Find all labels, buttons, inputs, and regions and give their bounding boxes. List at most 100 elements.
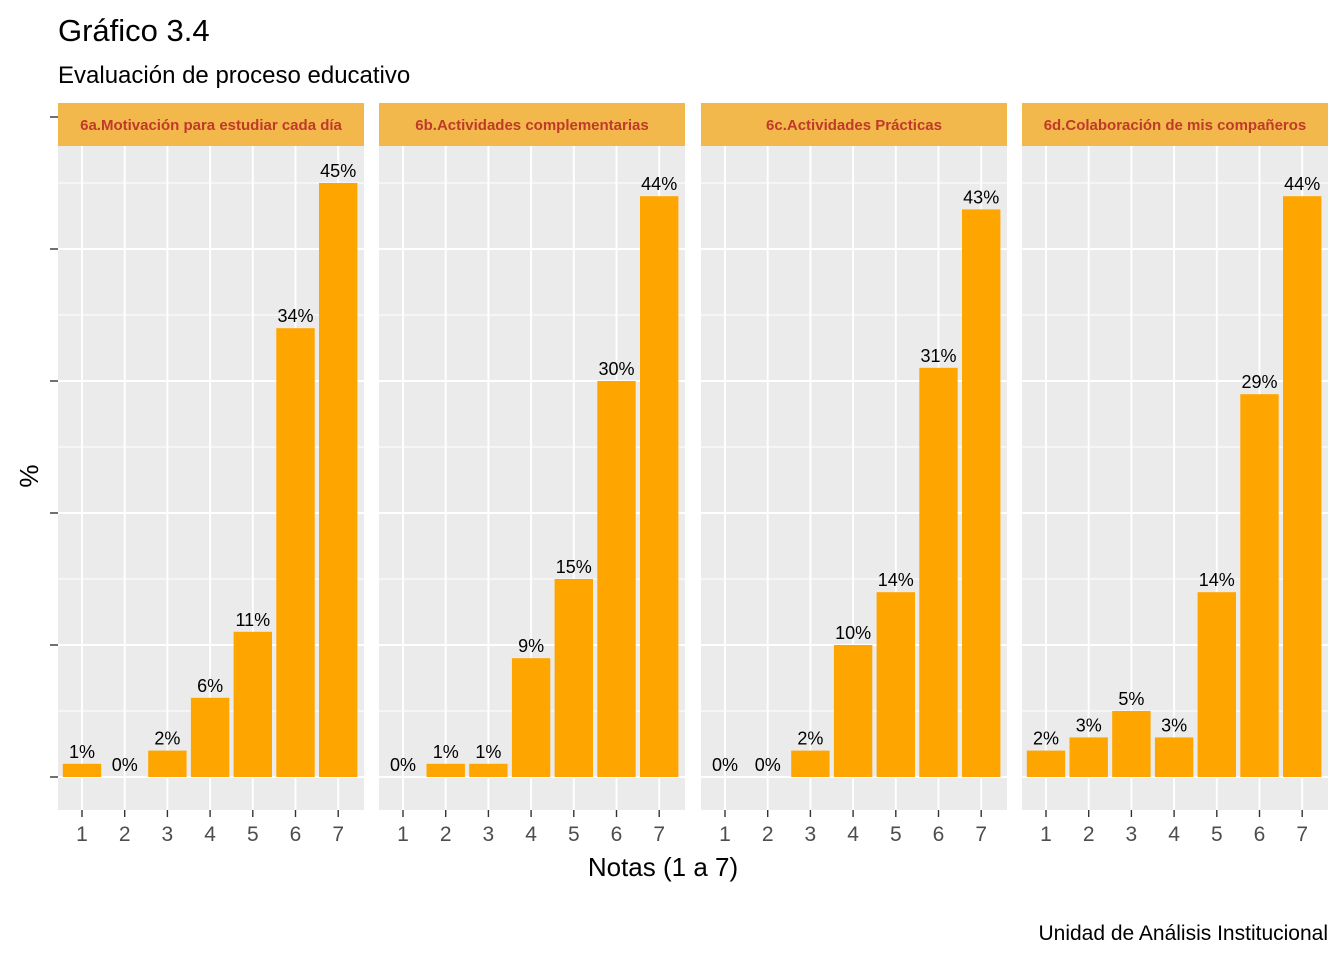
bar-value-label: 15% <box>556 557 592 577</box>
x-tick-label: 4 <box>1168 823 1180 846</box>
bar-value-label: 43% <box>963 187 999 207</box>
bar <box>426 763 465 777</box>
bar-value-label: 31% <box>920 346 956 366</box>
x-tick-label: 3 <box>1126 823 1138 846</box>
bar-value-label: 0% <box>755 755 781 775</box>
bar <box>1112 711 1151 777</box>
bar <box>640 196 679 777</box>
bar-value-label: 10% <box>835 623 871 643</box>
bar <box>876 592 915 777</box>
facet-panel: 6a.Motivación para estudiar cada día 1% 1 0… <box>58 103 364 846</box>
x-tick-label: 5 <box>890 823 902 846</box>
bar-value-label: 44% <box>641 174 677 194</box>
x-tick-label: 5 <box>247 823 259 846</box>
x-tick-label: 3 <box>162 823 174 846</box>
x-tick-label: 6 <box>1254 823 1266 846</box>
bar-value-label: 3% <box>1161 715 1187 735</box>
bar <box>1283 196 1322 777</box>
facet-panel: 6c.Actividades Prácticas0%10%22%310%414%… <box>701 103 1007 846</box>
bar <box>190 697 230 777</box>
bar <box>919 367 958 777</box>
bar-value-label: 14% <box>1199 570 1235 590</box>
x-tick-label: 6 <box>611 823 623 846</box>
bar <box>1154 737 1194 777</box>
bar <box>962 209 1001 777</box>
bar-value-label: 44% <box>1284 174 1320 194</box>
facet-strip-label: 6d.Colaboración de mis compañeros <box>1044 117 1307 134</box>
bar-value-label: 30% <box>598 359 634 379</box>
x-tick-label: 4 <box>525 823 537 846</box>
bar <box>597 381 636 777</box>
bar-value-label: 5% <box>1118 689 1144 709</box>
x-tick-label: 6 <box>290 823 302 846</box>
facet-strip <box>1022 103 1328 146</box>
facet-strip-label: 6a.Motivación para estudiar cada día <box>80 117 342 134</box>
x-tick-label: 5 <box>568 823 580 846</box>
bar-value-label: 0% <box>112 755 138 775</box>
x-tick-label: 4 <box>847 823 859 846</box>
bar-value-label: 1% <box>475 742 501 762</box>
facet-panel: 6b.Actividades complementarias 0% 1 1% 2 1% 3 9… <box>379 103 685 846</box>
bar <box>276 328 315 777</box>
bar <box>554 579 593 777</box>
bar <box>1026 750 1066 777</box>
x-tick-label: 6 <box>933 823 945 846</box>
x-tick-label: 1 <box>397 823 409 846</box>
y-axis-title: % <box>14 464 44 487</box>
facet-panel: 6d.Colaboración de mis compañeros 2% 1 3% 2 5… <box>1022 103 1328 846</box>
chart-title: Gráfico 3.4 <box>58 13 210 48</box>
bar <box>469 763 508 777</box>
bar <box>1240 394 1279 777</box>
bar-value-label: 11% <box>235 610 270 630</box>
x-tick-label: 7 <box>332 823 344 846</box>
bar-value-label: 3% <box>1076 715 1102 735</box>
bar-value-label: 0% <box>712 755 738 775</box>
x-tick-label: 7 <box>653 823 665 846</box>
bar-value-label: 0% <box>390 755 416 775</box>
x-tick-label: 2 <box>119 823 131 846</box>
x-tick-label: 3 <box>805 823 817 846</box>
bar <box>148 750 187 777</box>
bar <box>62 763 102 777</box>
x-tick-label: 7 <box>1296 823 1308 846</box>
x-tick-label: 3 <box>483 823 495 846</box>
facet-strip <box>58 103 364 146</box>
x-tick-label: 1 <box>1040 823 1052 846</box>
x-tick-label: 2 <box>440 823 452 846</box>
facet-panels: 6a.Motivación para estudiar cada día1%10… <box>50 103 1328 846</box>
bar-value-label: 1% <box>433 742 459 762</box>
x-tick-label: 1 <box>719 823 731 846</box>
bar-value-label: 9% <box>518 636 544 656</box>
bar-value-label: 2% <box>1033 729 1059 749</box>
x-tick-label: 4 <box>204 823 216 846</box>
bar <box>1197 592 1236 777</box>
x-tick-label: 2 <box>762 823 774 846</box>
facet-strip <box>701 103 1007 146</box>
bar-value-label: 29% <box>1241 372 1277 392</box>
bar-value-label: 14% <box>878 570 914 590</box>
x-tick-label: 1 <box>76 823 88 846</box>
facet-strip <box>379 103 685 146</box>
chart-caption: Unidad de Análisis Institucional <box>1038 922 1328 945</box>
bar-value-label: 2% <box>797 729 823 749</box>
bar <box>833 645 873 777</box>
x-tick-label: 7 <box>975 823 987 846</box>
bar <box>511 658 551 777</box>
bar-value-label: 2% <box>154 729 180 749</box>
bar <box>1069 737 1108 777</box>
bar-value-label: 45% <box>320 161 356 181</box>
bar <box>233 631 272 777</box>
x-tick-label: 5 <box>1211 823 1223 846</box>
bar-value-label: 34% <box>277 306 313 326</box>
bar-value-label: 1% <box>69 742 95 762</box>
bar-value-label: 6% <box>197 676 223 696</box>
x-axis-title: Notas (1 a 7) <box>588 852 738 882</box>
bar <box>791 750 830 777</box>
chart-subtitle: Evaluación de proceso educativo <box>58 62 410 89</box>
facet-strip-label: 6b.Actividades complementarias <box>415 117 648 134</box>
bar <box>319 183 358 777</box>
facet-strip-label: 6c.Actividades Prácticas <box>766 117 942 134</box>
x-tick-label: 2 <box>1083 823 1095 846</box>
